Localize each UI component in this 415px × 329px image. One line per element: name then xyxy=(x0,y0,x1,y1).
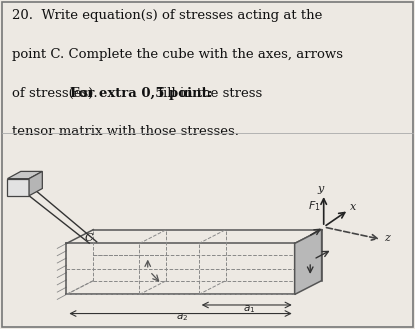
Polygon shape xyxy=(29,171,42,196)
Text: z: z xyxy=(384,233,390,243)
Polygon shape xyxy=(7,171,42,179)
Text: point C. Complete the cube with the axes, arrows: point C. Complete the cube with the axes… xyxy=(12,48,344,61)
Polygon shape xyxy=(295,230,322,294)
Text: C: C xyxy=(84,233,93,243)
Text: $F_1$: $F_1$ xyxy=(308,199,320,213)
Text: $a_1$: $a_1$ xyxy=(243,303,255,315)
Text: 20.  Write equation(s) of stresses acting at the: 20. Write equation(s) of stresses acting… xyxy=(12,9,323,22)
Text: x: x xyxy=(350,202,356,212)
Text: y: y xyxy=(318,185,324,194)
Polygon shape xyxy=(7,179,29,196)
Text: For extra 0,5 point:: For extra 0,5 point: xyxy=(70,87,213,100)
Text: $a_2$: $a_2$ xyxy=(176,312,188,323)
Text: tensor matrix with those stresses.: tensor matrix with those stresses. xyxy=(12,125,239,139)
Text: fill in the stress: fill in the stress xyxy=(154,87,262,100)
Text: of stress(es).: of stress(es). xyxy=(12,87,103,100)
